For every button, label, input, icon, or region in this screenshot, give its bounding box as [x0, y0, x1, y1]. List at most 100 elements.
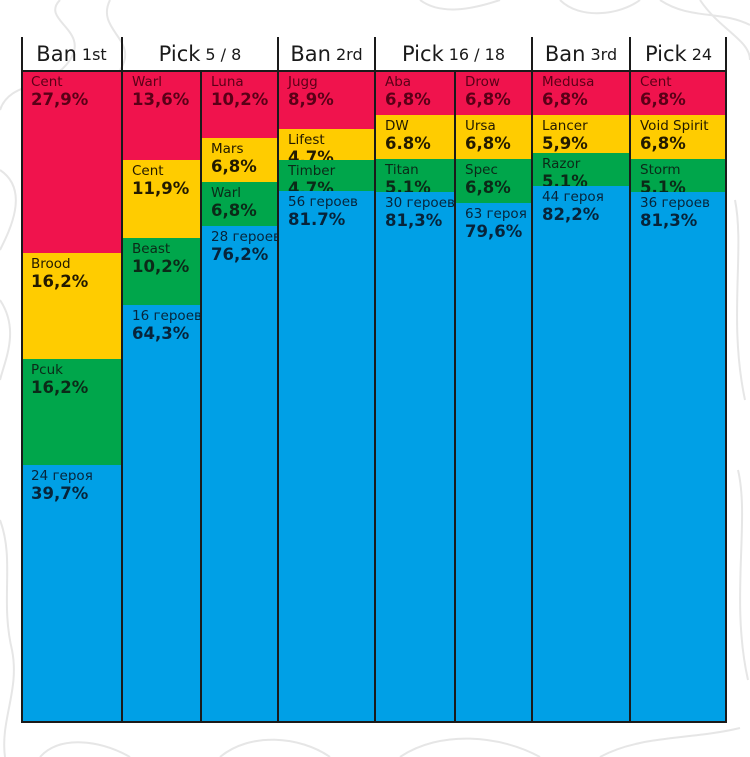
segment-percentage: 6,8% [640, 90, 686, 109]
column-divider [531, 37, 533, 723]
segment-blue: 28 героев 76,2% [201, 226, 278, 723]
segment-percentage: 5,1% [640, 178, 686, 192]
segment-percentage: 81,3% [385, 211, 443, 230]
segment-green: Warl 6,8% [201, 182, 278, 226]
segment-green: Timber 4,7% [278, 160, 375, 191]
segment-percentage: 5,1% [542, 172, 588, 186]
segment-green: Beast 10,2% [122, 238, 201, 305]
segment-percentage: 6,8% [465, 134, 511, 153]
segment-percentage: 4,7% [288, 148, 334, 160]
segment-label: Pcuk [31, 362, 63, 378]
segment-percentage: 81,3% [640, 211, 698, 230]
segment-blue: 56 героев 81.7% [278, 191, 375, 723]
segment-label: Jugg [288, 74, 318, 90]
segment-label: 44 героя [542, 189, 604, 205]
segment-label: Drow [465, 74, 500, 90]
segment-blue: 16 героев 64,3% [122, 305, 201, 723]
column-header-suffix: 24 [691, 44, 713, 64]
segment-percentage: 6,8% [211, 157, 257, 176]
segment-label: Razor [542, 156, 581, 172]
segment-green: Titan 5,1% [375, 159, 455, 192]
column-header-suffix: 5 / 8 [205, 44, 242, 64]
column-header-suffix: 2rd [335, 44, 363, 64]
segment-percentage: 76,2% [211, 245, 269, 264]
segment-red: Aba 6,8% [375, 71, 455, 115]
segment-yellow: Void Spirit 6,8% [630, 115, 727, 159]
segment-percentage: 6,8% [465, 178, 511, 197]
segment-yellow: Mars 6,8% [201, 138, 278, 182]
segment-blue: 36 героев 81,3% [630, 192, 727, 723]
segment-green: Storm 5,1% [630, 159, 727, 192]
segment-label: Cent [31, 74, 63, 90]
chart-bottom-border [21, 721, 727, 723]
segment-label: Warl [132, 74, 163, 90]
segment-label: 16 героев [132, 308, 201, 324]
segment-green: Razor 5,1% [532, 153, 630, 186]
segment-percentage: 6,8% [640, 134, 686, 153]
segment-label: Cent [640, 74, 672, 90]
column-divider [454, 71, 456, 723]
column-divider [277, 37, 279, 723]
segment-percentage: 6,8% [211, 201, 257, 220]
segment-red: Medusa 6,8% [532, 71, 630, 115]
segment-label: Lancer [542, 118, 588, 134]
segment-label: 56 героев [288, 194, 358, 210]
column-header-2: Pick 5 / 8 [122, 37, 278, 71]
segment-green: Pcuk 16,2% [21, 359, 122, 465]
column-divider [121, 37, 123, 723]
segment-percentage: 6,8% [465, 90, 511, 109]
segment-label: Medusa [542, 74, 595, 90]
column-divider [725, 37, 727, 723]
segment-label: 28 героев [211, 229, 278, 245]
segment-label: Ursa [465, 118, 496, 134]
segment-blue: 63 героя 79,6% [455, 203, 532, 723]
segment-percentage: 10,2% [211, 90, 269, 109]
column-header-6: Pick 24 [630, 37, 727, 71]
segment-label: DW [385, 118, 409, 134]
column-header-3: Ban 2rd [278, 37, 375, 71]
segment-percentage: 10,2% [132, 257, 190, 276]
segment-label: Aba [385, 74, 412, 90]
stacked-share-chart: Ban 1st Pick 5 / 8 Ban 2rd Pick 16 / 18 Ban 3rd Pi… [21, 37, 727, 723]
column-header-word: Ban [290, 42, 331, 66]
segment-label: Storm [640, 162, 681, 178]
column-header-1: Ban 1st [21, 37, 122, 71]
segment-yellow: Brood 16,2% [21, 253, 122, 359]
segment-yellow: Lifest 4,7% [278, 129, 375, 160]
column-header-word: Pick [644, 42, 687, 66]
column-header-word: Pick [158, 42, 201, 66]
segment-percentage: 6,8% [385, 90, 431, 109]
segment-label: Beast [132, 241, 171, 257]
segment-percentage: 79,6% [465, 222, 523, 241]
column-header-word: Ban [36, 42, 77, 66]
segment-percentage: 5,1% [385, 178, 431, 192]
segment-label: Void Spirit [640, 118, 709, 134]
segment-percentage: 5,9% [542, 134, 588, 153]
segment-percentage: 6,8% [542, 90, 588, 109]
segment-percentage: 6.8% [385, 134, 431, 153]
column-header-word: Ban [544, 42, 586, 66]
column-divider [374, 37, 376, 723]
segment-label: Spec [465, 162, 498, 178]
segment-percentage: 64,3% [132, 324, 190, 343]
segment-label: 30 героев [385, 195, 455, 211]
segment-red: Jugg 8,9% [278, 71, 375, 129]
column-divider [21, 37, 23, 723]
segment-label: Luna [211, 74, 244, 90]
segment-label: Timber [288, 163, 336, 179]
segment-red: Cent 6,8% [630, 71, 727, 115]
segment-blue: 24 героя 39,7% [21, 465, 122, 723]
segment-red: Luna 10,2% [201, 71, 278, 138]
column-header-4: Pick 16 / 18 [375, 37, 532, 71]
column-header-suffix: 16 / 18 [448, 44, 506, 64]
segment-label: 63 героя [465, 206, 527, 222]
segment-label: Cent [132, 163, 164, 179]
segment-yellow: Cent 11,9% [122, 160, 201, 238]
segment-label: Brood [31, 256, 71, 272]
column-header-suffix: 1st [81, 44, 107, 64]
segment-percentage: 16,2% [31, 378, 89, 397]
segment-label: Warl [211, 185, 242, 201]
segment-label: Titan [385, 162, 419, 178]
segment-label: 36 героев [640, 195, 710, 211]
